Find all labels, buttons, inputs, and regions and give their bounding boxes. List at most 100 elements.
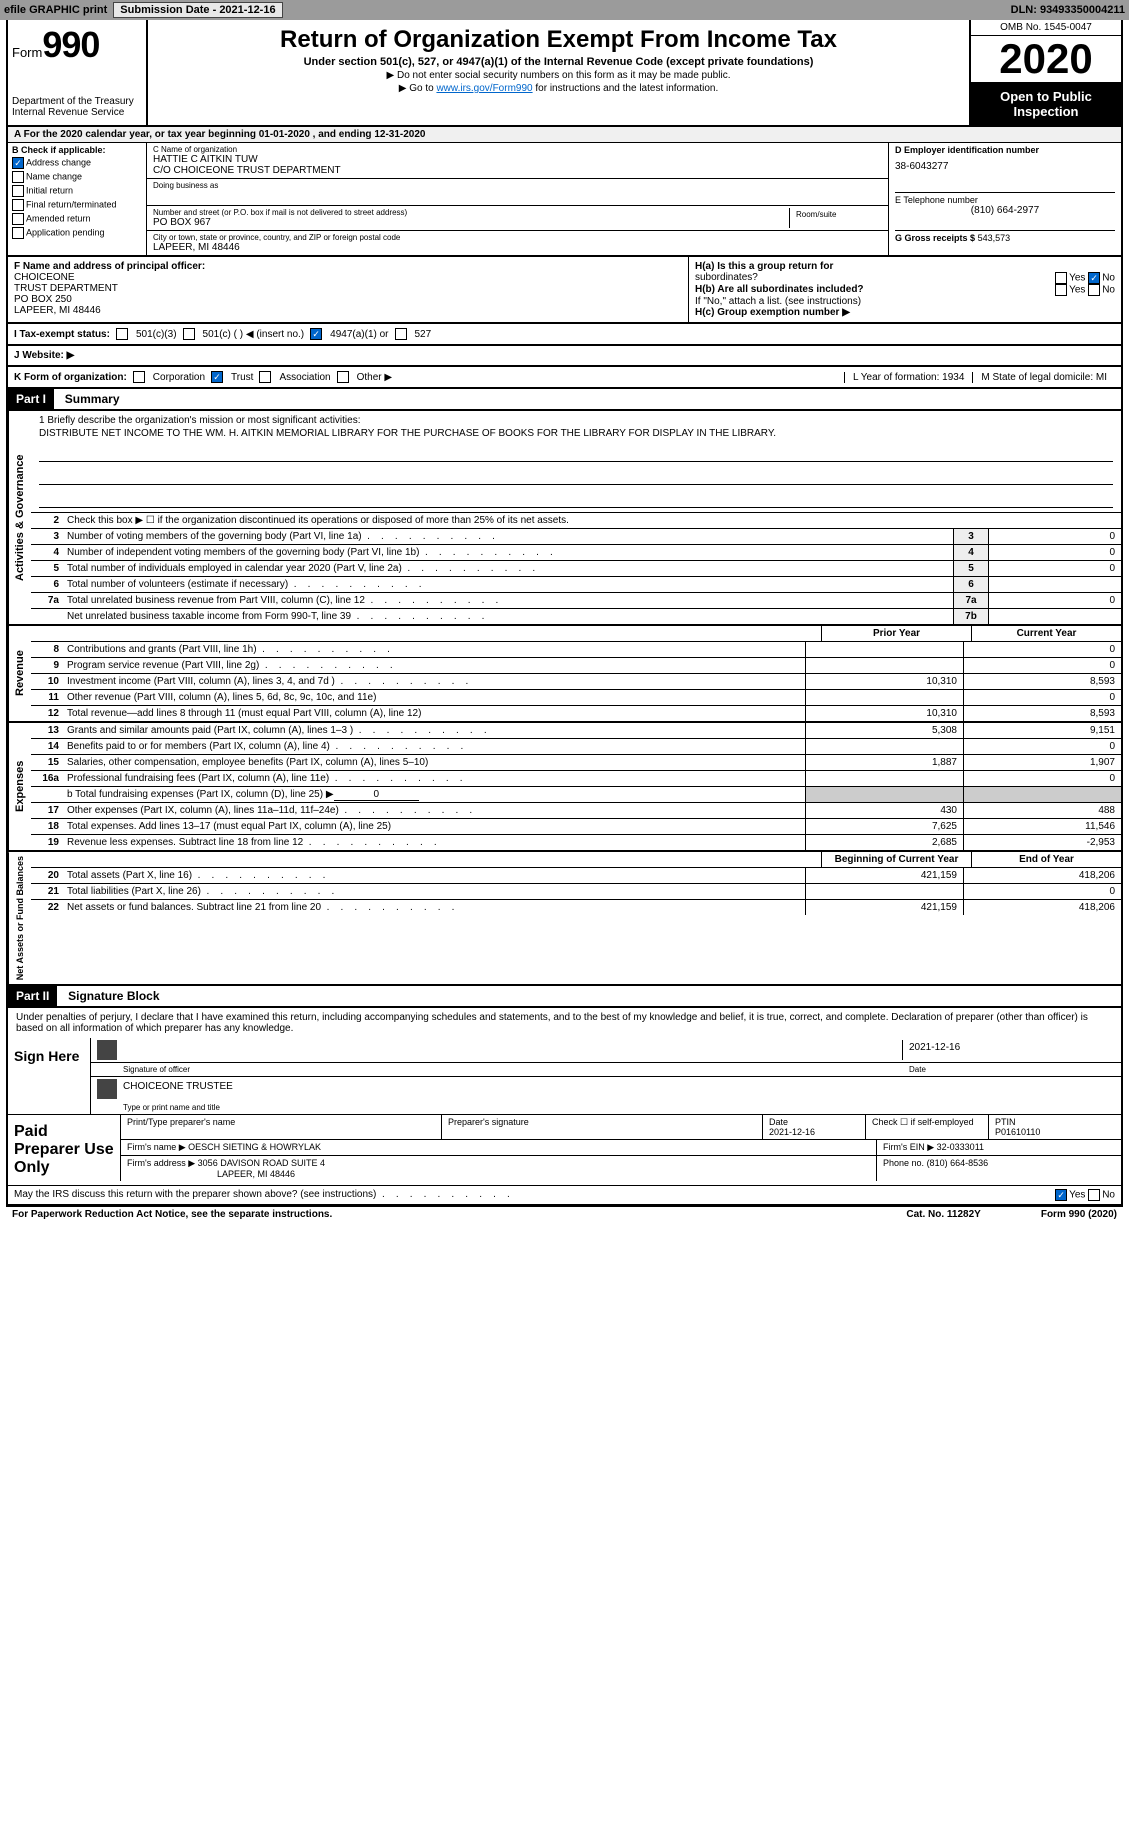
chk-501c3[interactable] [116, 328, 128, 340]
l14-c: 0 [963, 739, 1121, 754]
l17-c: 488 [963, 803, 1121, 818]
l14-p [805, 739, 963, 754]
l21-p [805, 884, 963, 899]
m-label: M State of legal domicile: [981, 372, 1093, 383]
phone-value: (810) 664-2977 [895, 205, 1115, 216]
efile-label: efile GRAPHIC print [4, 4, 107, 16]
org-name-label: C Name of organization [153, 145, 882, 154]
governance-section: Activities & Governance 1 Briefly descri… [6, 411, 1123, 626]
perjury-decl: Under penalties of perjury, I declare th… [8, 1008, 1121, 1038]
hb-label: H(b) Are all subordinates included? [695, 284, 864, 295]
chk-hb-yes[interactable] [1055, 284, 1067, 296]
signature-block: Under penalties of perjury, I declare th… [6, 1008, 1123, 1206]
chk-hb-no[interactable] [1088, 284, 1100, 296]
chk-ha-no[interactable]: ✓ [1088, 272, 1100, 284]
l11-desc: Other revenue (Part VIII, column (A), li… [63, 690, 805, 705]
prep-sig-lbl: Preparer's signature [441, 1115, 762, 1139]
name-title-lbl: Type or print name and title [117, 1103, 226, 1112]
l10-desc: Investment income (Part VIII, column (A)… [63, 674, 805, 689]
lbl-pending: Application pending [26, 227, 105, 237]
gross-receipts-value: 543,573 [978, 233, 1011, 243]
form-word: Form [12, 45, 42, 60]
chk-4947[interactable]: ✓ [310, 328, 322, 340]
l-value: 1934 [942, 372, 964, 383]
dln-label: DLN: 93493350004211 [1011, 4, 1125, 16]
chk-ha-yes[interactable] [1055, 272, 1067, 284]
website-row: J Website: ▶ [6, 346, 1123, 367]
firm-addr2: LAPEER, MI 48446 [217, 1169, 295, 1179]
l7b-desc: Net unrelated business taxable income fr… [63, 609, 953, 624]
chk-initial[interactable] [12, 185, 24, 197]
org-name-1: HATTIE C AITKIN TUW [153, 154, 882, 165]
l-label: L Year of formation: [853, 372, 939, 383]
goto-note: ▶ Go to www.irs.gov/Form990 for instruct… [156, 83, 961, 94]
l4-desc: Number of independent voting members of … [63, 545, 953, 560]
l8-desc: Contributions and grants (Part VIII, lin… [63, 642, 805, 657]
street-label: Number and street (or P.O. box if mail i… [153, 208, 789, 217]
city-value: LAPEER, MI 48446 [153, 242, 882, 253]
hc-label: H(c) Group exemption number ▶ [695, 307, 850, 318]
chk-discuss-no[interactable] [1088, 1189, 1100, 1201]
chk-name-change[interactable] [12, 171, 24, 183]
netassets-section: Net Assets or Fund Balances Beginning of… [6, 852, 1123, 986]
box-b-title: B Check if applicable: [12, 145, 142, 155]
gross-receipts-label: G Gross receipts $ [895, 233, 975, 243]
firm-name-lbl: Firm's name ▶ [127, 1142, 186, 1152]
hdr-begin: Beginning of Current Year [821, 852, 971, 867]
firm-addr1: 3056 DAVISON ROAD SUITE 4 [198, 1158, 325, 1168]
l21-desc: Total liabilities (Part X, line 26) [63, 884, 805, 899]
form-title: Return of Organization Exempt From Incom… [156, 26, 961, 54]
irs-label: Internal Revenue Service [12, 107, 142, 118]
part1-badge: Part I [8, 389, 54, 409]
chk-final[interactable] [12, 199, 24, 211]
chk-pending[interactable] [12, 227, 24, 239]
l7a-val: 0 [988, 593, 1121, 608]
status-label: I Tax-exempt status: [14, 329, 110, 340]
form990-link[interactable]: www.irs.gov/Form990 [436, 83, 532, 94]
vtab-netassets: Net Assets or Fund Balances [8, 852, 31, 984]
l8-p [805, 642, 963, 657]
chk-527[interactable] [395, 328, 407, 340]
page-footer: For Paperwork Reduction Act Notice, see … [6, 1206, 1123, 1222]
firm-addr-lbl: Firm's address ▶ [127, 1158, 195, 1168]
l15-c: 1,907 [963, 755, 1121, 770]
vtab-governance: Activities & Governance [8, 411, 31, 624]
lbl-501c3: 501(c)(3) [136, 329, 177, 340]
chk-corp[interactable] [133, 371, 145, 383]
revenue-section: Revenue Prior YearCurrent Year 8Contribu… [6, 626, 1123, 723]
l5-desc: Total number of individuals employed in … [63, 561, 953, 576]
lbl-501c: 501(c) ( ) ◀ (insert no.) [203, 329, 305, 340]
l16a-desc: Professional fundraising fees (Part IX, … [63, 771, 805, 786]
ptin-lbl: PTIN [995, 1117, 1016, 1127]
l13-c: 9,151 [963, 723, 1121, 738]
l20-desc: Total assets (Part X, line 16) [63, 868, 805, 883]
lbl-discuss-yes: Yes [1069, 1190, 1085, 1201]
chk-501c[interactable] [183, 328, 195, 340]
chk-other[interactable] [337, 371, 349, 383]
top-bar: efile GRAPHIC print Submission Date - 20… [0, 0, 1129, 20]
street-value: PO BOX 967 [153, 217, 789, 228]
l4-val: 0 [988, 545, 1121, 560]
prep-date-lbl: Date [769, 1117, 788, 1127]
l13-p: 5,308 [805, 723, 963, 738]
chk-assoc[interactable] [259, 371, 271, 383]
firm-ein-lbl: Firm's EIN ▶ [883, 1142, 934, 1152]
lbl-address-change: Address change [26, 157, 91, 167]
l20-c: 418,206 [963, 868, 1121, 883]
chk-address-change[interactable]: ✓ [12, 157, 24, 169]
section-f-h: F Name and address of principal officer:… [6, 257, 1123, 324]
part2-badge: Part II [8, 986, 57, 1006]
section-b-c: B Check if applicable: ✓Address change N… [6, 142, 1123, 257]
l16b-desc: b Total fundraising expenses (Part IX, c… [67, 789, 334, 800]
chk-trust[interactable]: ✓ [211, 371, 223, 383]
l5-val: 0 [988, 561, 1121, 576]
submission-date-button[interactable]: Submission Date - 2021-12-16 [113, 2, 282, 18]
footer-mid: Cat. No. 11282Y [906, 1209, 980, 1220]
lbl-yes-2: Yes [1069, 285, 1085, 296]
sig-date: 2021-12-16 [902, 1040, 1115, 1060]
paid-preparer-label: Paid Preparer Use Only [8, 1115, 120, 1185]
chk-amended[interactable] [12, 213, 24, 225]
chk-discuss-yes[interactable]: ✓ [1055, 1189, 1067, 1201]
part2-title: Signature Block [60, 987, 167, 1005]
form-subtitle: Under section 501(c), 527, or 4947(a)(1)… [156, 56, 961, 68]
